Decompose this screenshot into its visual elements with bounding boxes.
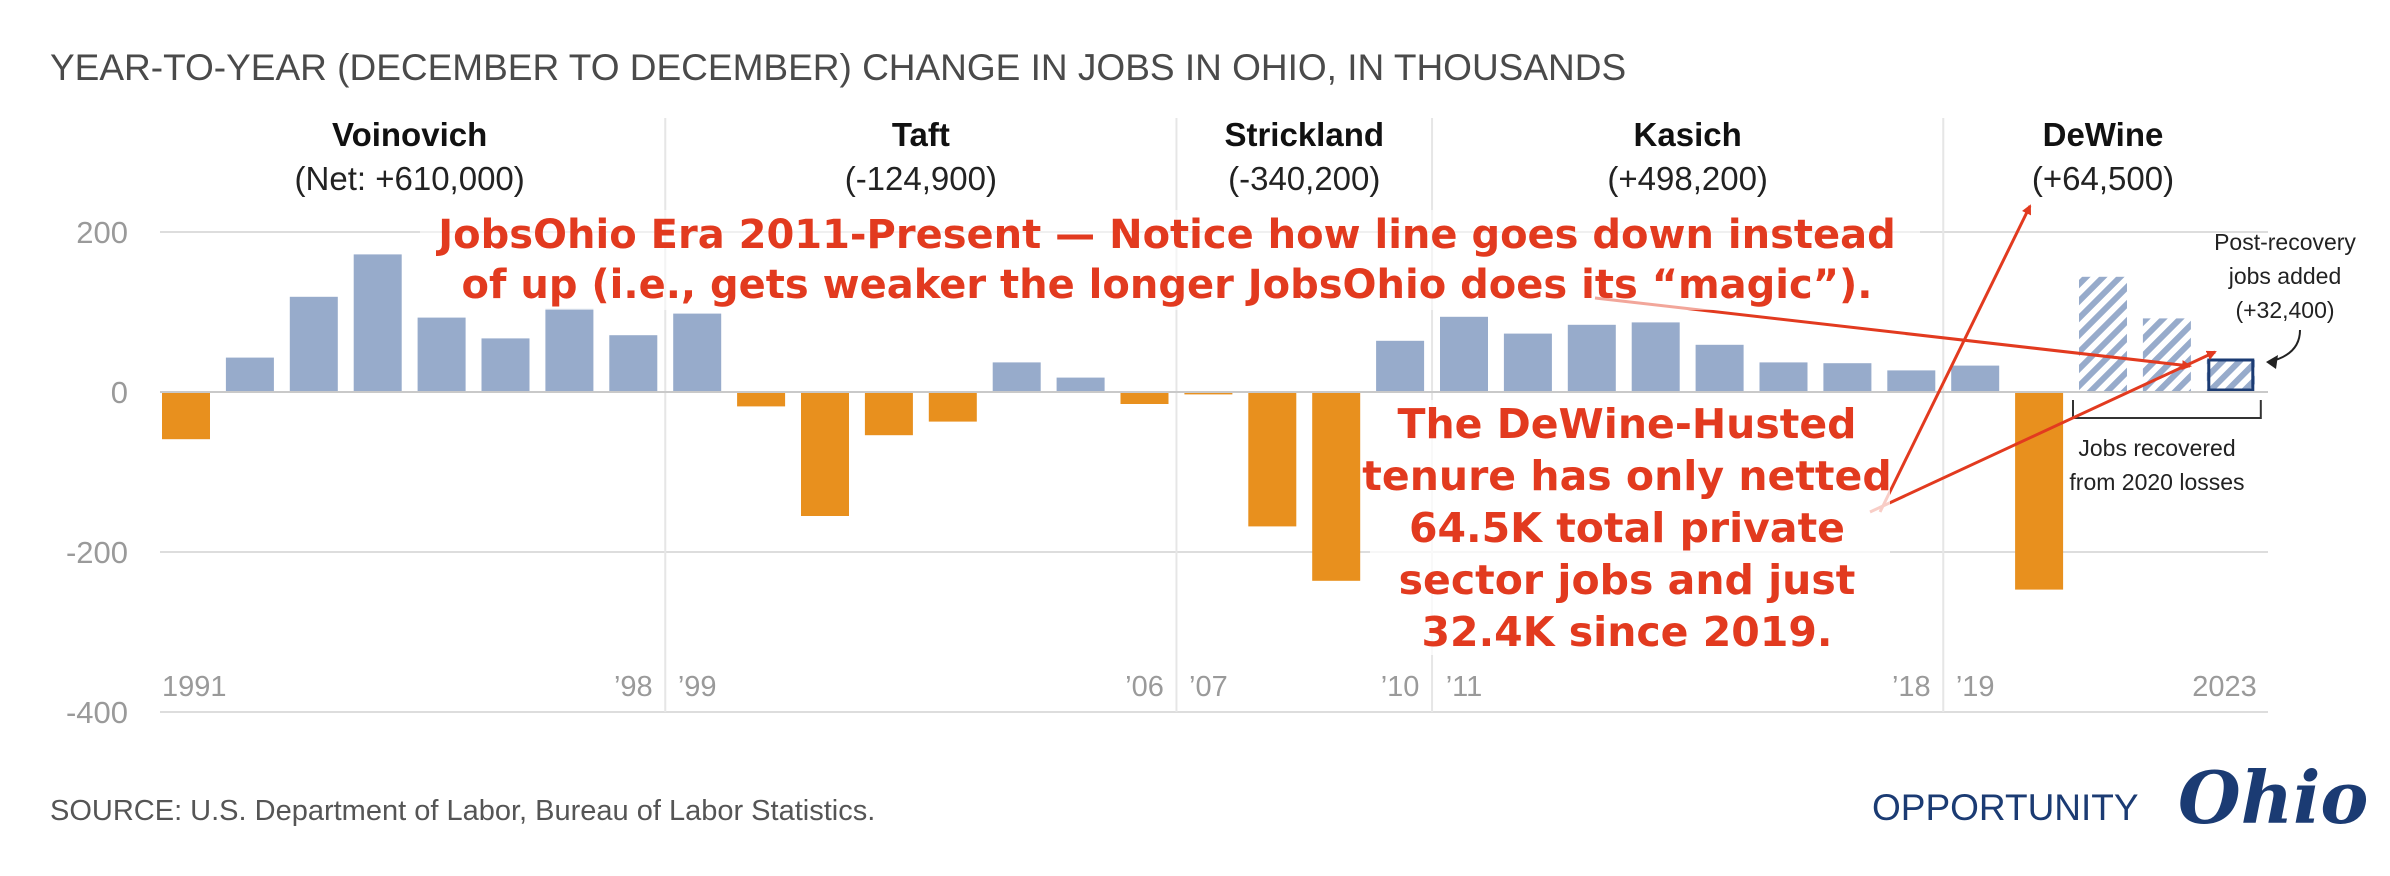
governor-net-change: (+64,500) <box>2032 160 2174 197</box>
dewine-arrow-to-2023 <box>1869 350 2217 514</box>
dewine-annotation-line-1: The DeWine-Husted <box>1397 400 1856 448</box>
governor-net-change: (Net: +610,000) <box>295 160 525 197</box>
post-recovery-pointer-head <box>2266 355 2278 369</box>
bar-2019 <box>1951 365 2000 392</box>
bar-1999 <box>673 313 722 392</box>
dewine-arrow-to-net <box>1878 204 2032 513</box>
governor-name: DeWine <box>2043 116 2164 153</box>
gridlines <box>160 118 2268 713</box>
x-tick-label: ’06 <box>1125 671 1164 703</box>
bar-1997 <box>545 308 594 392</box>
dewine-annotation-line-5: 32.4K since 2019. <box>1422 608 1833 656</box>
bar-2013 <box>1567 324 1616 392</box>
red-annotations: JobsOhio Era 2011-Present — Notice how l… <box>420 204 2217 656</box>
governor-name: Kasich <box>1634 116 1742 153</box>
bar-2002 <box>864 392 913 436</box>
post-recovery-note-line-1: Post-recovery <box>2214 229 2356 255</box>
y-tick-label: -400 <box>66 695 128 730</box>
bar-1994 <box>353 254 402 392</box>
bar-2016 <box>1759 362 1808 392</box>
bar-2020 <box>2015 392 2064 590</box>
x-tick-label: ’99 <box>678 671 717 703</box>
jobsohio-annotation-line-1: JobsOhio Era 2011-Present — Notice how l… <box>435 212 1896 258</box>
bar-2014 <box>1631 322 1680 392</box>
x-tick-label: ’19 <box>1956 671 1995 703</box>
jobsohio-annotation-line-2: of up (i.e., gets weaker the longer Jobs… <box>462 262 1873 308</box>
bars <box>162 254 2255 590</box>
y-tick-label: 0 <box>111 375 128 410</box>
chart-title: YEAR-TO-YEAR (DECEMBER TO DECEMBER) CHAN… <box>50 47 1626 88</box>
bar-2023 <box>2206 360 2255 392</box>
bar-2003 <box>928 392 977 422</box>
bar-2015 <box>1695 344 1744 392</box>
bar-2017 <box>1823 363 1872 392</box>
x-tick-label: ’98 <box>614 671 653 703</box>
logo-ohio: Ohio <box>2178 755 2368 840</box>
source-note: SOURCE: U.S. Department of Labor, Bureau… <box>50 795 875 827</box>
governor-name: Strickland <box>1224 116 1384 153</box>
bar-2007 <box>1184 392 1233 395</box>
bar-1993 <box>289 296 338 392</box>
bar-2005 <box>1056 377 1105 392</box>
bar-2004 <box>992 362 1041 392</box>
governor-name: Taft <box>892 116 950 153</box>
bar-1995 <box>417 317 466 392</box>
x-tick-label: ’07 <box>1189 671 1228 703</box>
recovered-bracket <box>2072 400 2262 419</box>
x-tick-label: ’18 <box>1892 671 1931 703</box>
post-recovery-note-line-3: (+32,400) <box>2235 297 2334 323</box>
x-tick-label: ’10 <box>1381 671 1420 703</box>
post-recovery-note-line-2: jobs added <box>2228 263 2342 289</box>
recovered-note-line-2: from 2020 losses <box>2069 469 2244 495</box>
bar-2018 <box>1887 370 1936 392</box>
jobsohio-text-bg <box>420 210 1920 310</box>
bar-2010 <box>1376 340 1425 392</box>
x-tick-label: 1991 <box>162 671 227 703</box>
bar-1998 <box>609 335 658 392</box>
governor-net-change: (-340,200) <box>1228 160 1380 197</box>
bar-2011 <box>1440 316 1488 392</box>
recovered-note-line-1: Jobs recovered <box>2078 435 2235 461</box>
governor-net-change: (+498,200) <box>1607 160 1768 197</box>
bar-2008 <box>1248 392 1297 527</box>
opportunity-ohio-logo: OPPORTUNITY Ohio <box>1872 755 2368 840</box>
dewine-annotation-line-4: sector jobs and just <box>1399 556 1856 604</box>
bar-2021 <box>2079 276 2127 392</box>
bar-2022 <box>2142 318 2191 392</box>
bar-2000 <box>737 392 786 407</box>
y-tick-label: -200 <box>66 535 128 570</box>
governor-net-change: (-124,900) <box>845 160 997 197</box>
governor-name: Voinovich <box>332 116 487 153</box>
bar-highlight-2023 <box>2207 358 2255 392</box>
bar-2006 <box>1120 392 1169 404</box>
governor-labels: Voinovich (Net: +610,000) Taft (-124,900) St… <box>295 116 2175 197</box>
x-tick-label: 2023 <box>2192 671 2257 703</box>
dewine-annotation-line-2: tenure has only netted <box>1362 452 1891 500</box>
bar-1991 <box>162 392 210 440</box>
dewine-text-bg <box>1370 400 1890 655</box>
bar-2012 <box>1503 333 1552 392</box>
bar-1992 <box>225 357 274 392</box>
x-tick-label: ’11 <box>1446 671 1483 703</box>
recovery-callouts: Jobs recovered from 2020 losses Post-rec… <box>2069 229 2356 495</box>
dewine-annotation-line-3: 64.5K total private <box>1409 504 1845 552</box>
bar-1996 <box>481 338 530 392</box>
bar-2001 <box>801 392 849 516</box>
logo-opportunity: OPPORTUNITY <box>1872 787 2139 828</box>
y-tick-label: 200 <box>76 215 128 250</box>
post-recovery-pointer <box>2267 329 2301 363</box>
axes: 200 0 -200 -400 1991 ’98 ’99 ’06 ’07 ’10 ’11 ’18 ’19… <box>66 215 2268 730</box>
bar-2009 <box>1312 392 1361 581</box>
